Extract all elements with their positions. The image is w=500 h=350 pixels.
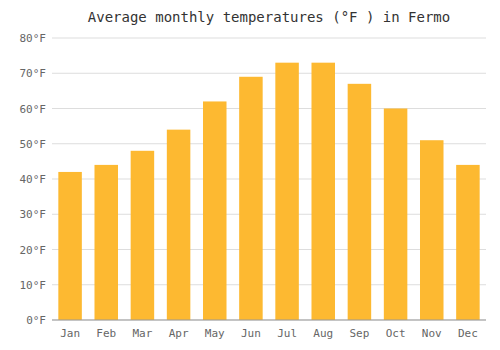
bar bbox=[94, 165, 118, 320]
y-tick-label: 50°F bbox=[20, 138, 47, 151]
chart-container: Average monthly temperatures (°F ) in Fe… bbox=[0, 0, 500, 350]
x-tick-label: Dec bbox=[458, 327, 478, 340]
bar bbox=[275, 63, 299, 320]
x-tick-label: Oct bbox=[386, 327, 406, 340]
bar bbox=[167, 130, 191, 320]
grid-line bbox=[52, 108, 486, 109]
bar bbox=[384, 109, 408, 321]
grid-line bbox=[52, 73, 486, 74]
bar bbox=[420, 140, 444, 320]
x-tick-label: Mar bbox=[132, 327, 152, 340]
bar bbox=[348, 84, 372, 320]
y-tick-label: 80°F bbox=[20, 32, 47, 45]
bar bbox=[203, 101, 227, 320]
y-tick-label: 40°F bbox=[20, 173, 47, 186]
x-tick-label: Jul bbox=[277, 327, 297, 340]
bar bbox=[239, 77, 263, 320]
y-tick-label: 60°F bbox=[20, 103, 47, 116]
bars bbox=[58, 63, 479, 320]
bar bbox=[58, 172, 82, 320]
bar bbox=[456, 165, 480, 320]
bar bbox=[311, 63, 335, 320]
chart: Average monthly temperatures (°F ) in Fe… bbox=[0, 0, 500, 350]
y-tick-label: 20°F bbox=[20, 244, 47, 257]
grid-line bbox=[52, 320, 486, 321]
x-tick-label: Jun bbox=[241, 327, 261, 340]
x-axis-line bbox=[52, 320, 486, 321]
x-tick-label: May bbox=[205, 327, 225, 340]
x-tick-label: Feb bbox=[96, 327, 116, 340]
x-tick-label: Jan bbox=[60, 327, 80, 340]
y-tick-label: 10°F bbox=[20, 279, 47, 292]
y-tick-label: 70°F bbox=[20, 67, 47, 80]
x-tick-label: Sep bbox=[349, 327, 369, 340]
y-tick-label: 30°F bbox=[20, 208, 47, 221]
grid-line bbox=[52, 38, 486, 39]
bar bbox=[131, 151, 155, 320]
x-tick-label: Aug bbox=[313, 327, 333, 340]
title: Average monthly temperatures (°F ) in Fe… bbox=[88, 9, 450, 25]
grid bbox=[52, 38, 486, 320]
y-tick-label: 0°F bbox=[26, 314, 46, 327]
x-tick-label: Nov bbox=[422, 327, 442, 340]
x-tick-label: Apr bbox=[169, 327, 189, 340]
